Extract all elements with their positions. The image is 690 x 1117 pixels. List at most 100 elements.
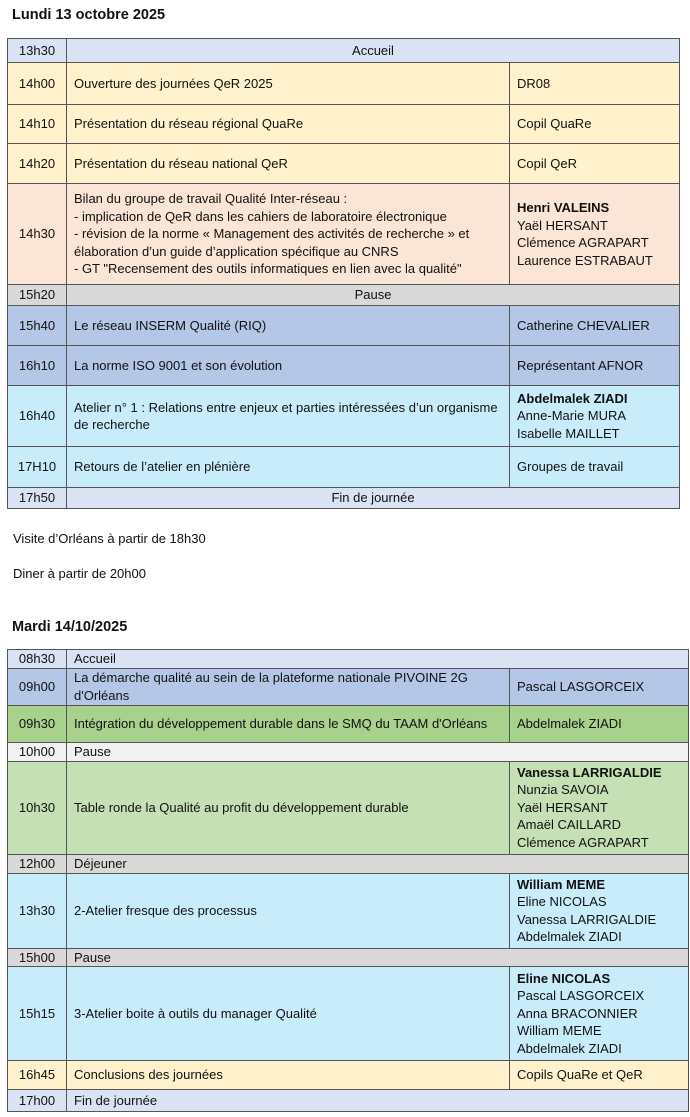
speaker: Abdelmalek ZIADI bbox=[517, 390, 628, 406]
time-cell: 14h00 bbox=[7, 62, 67, 105]
time-cell: 09h30 bbox=[7, 704, 67, 743]
speaker: Abdelmalek ZIADI bbox=[517, 715, 622, 731]
speakers-cell: DR08 bbox=[509, 62, 680, 105]
schedule-row: 14h30 Bilan du groupe de travail Qualité … bbox=[7, 183, 680, 285]
title-line: - révision de la norme « Management des … bbox=[74, 226, 470, 259]
schedule-row: 14h20 Présentation du réseau national QeR… bbox=[7, 143, 680, 184]
speakers-cell: Pascal LASGORCEIX bbox=[509, 667, 689, 706]
speaker: Groupes de travail bbox=[517, 459, 624, 475]
time-cell: 12h00 bbox=[7, 853, 67, 874]
time-cell: 17h50 bbox=[7, 487, 67, 509]
schedule-row: 15h20 Pause bbox=[7, 284, 680, 306]
session-title: 2-Atelier fresque des processus bbox=[66, 872, 510, 949]
speaker: Amaël CAILLARD bbox=[517, 817, 622, 833]
title-line: - GT "Recensement des outils informatiqu… bbox=[74, 261, 462, 277]
schedule-row: 15h00 Pause bbox=[7, 947, 689, 967]
speakers-cell: Représentant AFNOR bbox=[509, 345, 680, 386]
schedule-row: 16h45 Conclusions des journées Copils QuaR… bbox=[7, 1060, 689, 1090]
time-cell: 15h00 bbox=[7, 947, 67, 967]
session-title: Fin de journée bbox=[66, 487, 680, 509]
schedule-row: 10h30 Table ronde la Qualité au profit du… bbox=[7, 760, 689, 855]
schedule-row: 09h30 Intégration du développement durabl… bbox=[7, 704, 689, 743]
title-line: La démarche qualité au sein de la platef… bbox=[74, 670, 468, 703]
session-title: La démarche qualité au sein de la platef… bbox=[66, 667, 510, 706]
speaker: Catherine CHEVALIER bbox=[517, 317, 650, 333]
time-cell: 14h20 bbox=[7, 143, 67, 184]
title-line: Présentation du réseau national QeR bbox=[74, 155, 288, 171]
note-dinner: Diner à partir de 20h00 bbox=[13, 566, 146, 581]
speaker: Pascal LASGORCEIX bbox=[517, 678, 645, 694]
title-line: Présentation du réseau régional QuaRe bbox=[74, 116, 304, 132]
speakers-cell: Henri VALEINS Yaël HERSANT Clémence AGRAPA… bbox=[509, 183, 680, 285]
time-cell: 13h30 bbox=[7, 38, 67, 63]
title-line: La norme ISO 9001 et son évolution bbox=[74, 357, 283, 373]
schedule-row: 17H10 Retours de l’atelier en plénière Gro… bbox=[7, 446, 680, 488]
session-title: 3-Atelier boite à outils du manager Qual… bbox=[66, 966, 510, 1061]
speaker: Laurence ESTRABAUT bbox=[517, 252, 653, 268]
session-title: Pause bbox=[66, 947, 689, 967]
schedule-row: 15h40 Le réseau INSERM Qualité (RIQ) Cathe… bbox=[7, 305, 680, 346]
session-title: Retours de l’atelier en plénière bbox=[66, 446, 510, 488]
schedule-row: 14h00 Ouverture des journées QeR 2025 DR08 bbox=[7, 62, 680, 105]
title-line: Bilan du groupe de travail Qualité Inter… bbox=[74, 191, 348, 207]
speaker: Clémence AGRAPART bbox=[517, 235, 649, 250]
speaker: Eline NICOLAS bbox=[517, 970, 611, 986]
time-cell: 13h30 bbox=[7, 872, 67, 949]
session-title: Présentation du réseau national QeR bbox=[66, 143, 510, 184]
speaker: Anna BRACONNIER bbox=[517, 1005, 638, 1021]
day1-title: Lundi 13 octobre 2025 bbox=[12, 7, 166, 23]
speaker: Abdelmalek ZIADI bbox=[517, 929, 622, 944]
speaker: Abdelmalek ZIADI bbox=[517, 1040, 622, 1056]
time-cell: 14h10 bbox=[7, 104, 67, 144]
schedule-row: 15h15 3-Atelier boite à outils du manager… bbox=[7, 966, 689, 1061]
session-title: Présentation du réseau régional QuaRe bbox=[66, 104, 510, 144]
schedule-row: 09h00 La démarche qualité au sein de la p… bbox=[7, 667, 689, 706]
schedule-row: 08h30 Accueil bbox=[7, 649, 689, 669]
speakers-cell: Eline NICOLAS Pascal LASGORCEIX Anna BRACO… bbox=[509, 966, 689, 1061]
note-visit: Visite d’Orléans à partir de 18h30 bbox=[13, 531, 206, 546]
schedule-row: 16h40 Atelier n° 1 : Relations entre enje… bbox=[7, 385, 680, 447]
speaker: William MEME bbox=[517, 1023, 602, 1039]
speakers-cell: Copil QeR bbox=[509, 143, 680, 184]
speaker: Eline NICOLAS bbox=[517, 894, 607, 909]
schedule-row: 14h10 Présentation du réseau régional Qua… bbox=[7, 104, 680, 144]
session-title: Accueil bbox=[66, 38, 680, 63]
speaker: Yaël HERSANT bbox=[517, 217, 608, 233]
session-title: Atelier n° 1 : Relations entre enjeux et… bbox=[66, 385, 510, 447]
time-cell: 09h00 bbox=[7, 667, 67, 706]
speakers-cell: Abdelmalek ZIADI Anne-Marie MURA Isabelle … bbox=[509, 385, 680, 447]
time-cell: 15h40 bbox=[7, 305, 67, 346]
speaker: Pascal LASGORCEIX bbox=[517, 988, 645, 1004]
time-cell: 10h30 bbox=[7, 760, 67, 855]
day2-schedule-table: 08h30 Accueil 09h00 La démarche qualité au … bbox=[7, 649, 689, 1112]
speaker: Nunzia SAVOIA bbox=[517, 782, 609, 798]
time-cell: 16h40 bbox=[7, 385, 67, 447]
time-cell: 17H10 bbox=[7, 446, 67, 488]
time-cell: 15h20 bbox=[7, 284, 67, 306]
speaker: Clémence AGRAPART bbox=[517, 834, 649, 850]
schedule-row: 17h00 Fin de journée bbox=[7, 1089, 689, 1112]
session-title: Table ronde la Qualité au profit du déve… bbox=[66, 760, 510, 855]
session-title: Intégration du développement durable dan… bbox=[66, 704, 510, 743]
speakers-cell: Copils QuaRe et QeR bbox=[509, 1060, 689, 1090]
speaker: DR08 bbox=[517, 75, 551, 91]
session-title: Accueil bbox=[66, 649, 689, 669]
speaker: Isabelle MAILLET bbox=[517, 425, 620, 441]
session-title: Pause bbox=[66, 284, 680, 306]
session-title: Fin de journée bbox=[66, 1089, 689, 1112]
session-title: Le réseau INSERM Qualité (RIQ) bbox=[66, 305, 510, 346]
speaker: Henri VALEINS bbox=[517, 200, 610, 215]
speakers-cell: Copil QuaRe bbox=[509, 104, 680, 144]
speaker: Vanessa LARRIGALDIE bbox=[517, 911, 657, 927]
title-line: 2-Atelier fresque des processus bbox=[74, 902, 257, 918]
speakers-cell: Vanessa LARRIGALDIE Nunzia SAVOIA Yaël HER… bbox=[509, 760, 689, 855]
speaker: Vanessa LARRIGALDIE bbox=[517, 764, 662, 780]
title-line: Retours de l’atelier en plénière bbox=[74, 459, 251, 475]
speaker: Copil QeR bbox=[517, 155, 577, 171]
speaker: William MEME bbox=[517, 876, 606, 892]
time-cell: 08h30 bbox=[7, 649, 67, 669]
time-cell: 10h00 bbox=[7, 741, 67, 762]
session-title: Déjeuner bbox=[66, 853, 689, 874]
speakers-cell: Groupes de travail bbox=[509, 446, 680, 488]
time-cell: 16h45 bbox=[7, 1060, 67, 1090]
